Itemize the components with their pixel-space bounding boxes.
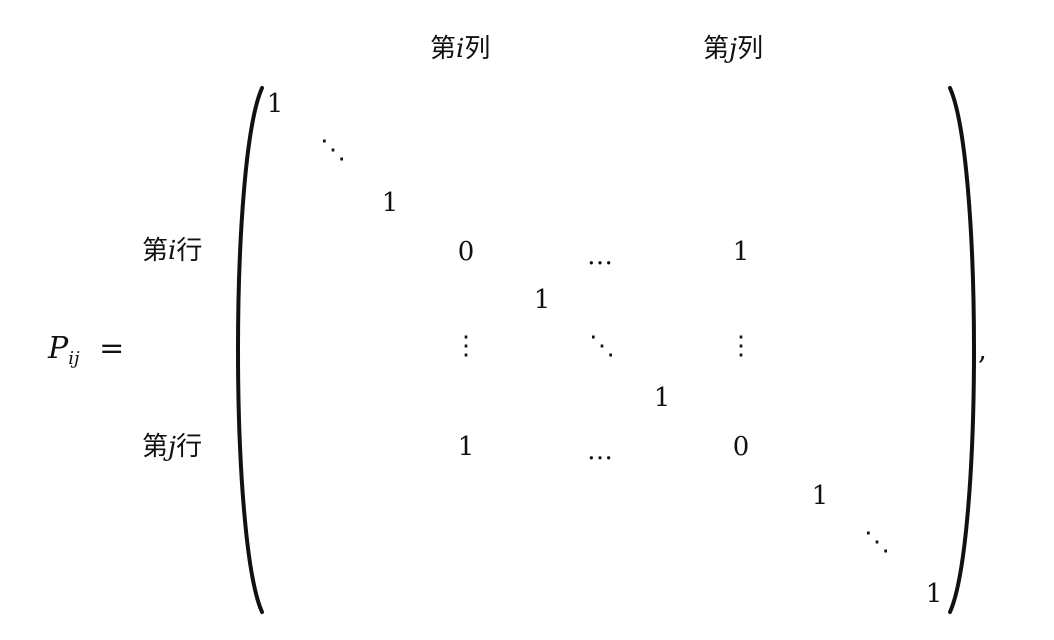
col-i-ellipsis: ⋮: [453, 331, 479, 361]
entry-r9-c9: 1: [811, 481, 829, 511]
center-diag-ellipsis: ⋱: [589, 331, 615, 361]
column-label-i-suffix: 列: [464, 34, 491, 64]
row-label-i-var: i: [168, 236, 177, 266]
entry-r3-c3: 1: [381, 188, 399, 218]
entry-ri-ci: 0: [457, 237, 475, 267]
col-j-ellipsis: ⋮: [728, 331, 754, 361]
column-label-j-var: j: [729, 34, 738, 64]
row-j-ellipsis: …: [587, 436, 613, 466]
row-label-i-suffix: 行: [176, 236, 203, 266]
left-paren: [236, 86, 264, 614]
entry-r5-c5: 1: [533, 285, 551, 315]
lhs-expression: Pij =: [48, 334, 124, 368]
entry-rj-ci: 1: [457, 432, 475, 462]
lhs-symbol: P: [48, 331, 69, 366]
row-label-j-suffix: 行: [176, 432, 203, 462]
row-label-i-prefix: 第: [142, 236, 169, 266]
row-label-i: 第i行: [142, 238, 202, 264]
right-paren: [948, 86, 976, 614]
column-label-j: 第j列: [703, 36, 763, 62]
entry-rn-cn: 1: [925, 579, 943, 609]
column-label-i-var: i: [456, 34, 465, 64]
column-label-j-suffix: 列: [737, 34, 764, 64]
column-label-i: 第i列: [430, 36, 490, 62]
entry-r7-c7: 1: [653, 383, 671, 413]
column-label-i-prefix: 第: [430, 34, 457, 64]
row-i-ellipsis: …: [587, 241, 613, 271]
lhs-subscript: ij: [68, 348, 80, 369]
row-label-j-prefix: 第: [142, 432, 169, 462]
entry-rj-cj: 0: [732, 432, 750, 462]
trailing-comma: ,: [978, 333, 987, 366]
diag-ellipsis-bottom: ⋱: [864, 527, 890, 557]
entry-ri-cj: 1: [732, 237, 750, 267]
column-label-j-prefix: 第: [703, 34, 730, 64]
row-label-j: 第j行: [142, 434, 202, 460]
entry-r1-c1: 1: [266, 89, 284, 119]
diag-ellipsis-top: ⋱: [320, 135, 346, 165]
lhs-equals: =: [99, 331, 125, 366]
row-label-j-var: j: [168, 432, 177, 462]
